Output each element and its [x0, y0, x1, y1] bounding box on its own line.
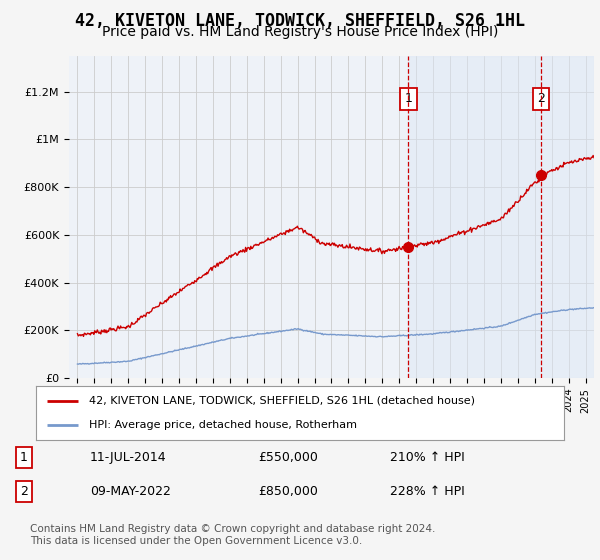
Text: 09-MAY-2022: 09-MAY-2022 — [90, 485, 171, 498]
Text: 210% ↑ HPI: 210% ↑ HPI — [390, 451, 465, 464]
Text: £550,000: £550,000 — [258, 451, 318, 464]
Text: Price paid vs. HM Land Registry's House Price Index (HPI): Price paid vs. HM Land Registry's House … — [102, 26, 498, 39]
Text: 228% ↑ HPI: 228% ↑ HPI — [390, 485, 465, 498]
Text: This data is licensed under the Open Government Licence v3.0.: This data is licensed under the Open Gov… — [30, 536, 362, 547]
Text: 2: 2 — [537, 92, 545, 105]
Text: Contains HM Land Registry data © Crown copyright and database right 2024.: Contains HM Land Registry data © Crown c… — [30, 524, 436, 534]
Text: 42, KIVETON LANE, TODWICK, SHEFFIELD, S26 1HL (detached house): 42, KIVETON LANE, TODWICK, SHEFFIELD, S2… — [89, 396, 475, 406]
Text: £850,000: £850,000 — [258, 485, 318, 498]
Text: 42, KIVETON LANE, TODWICK, SHEFFIELD, S26 1HL: 42, KIVETON LANE, TODWICK, SHEFFIELD, S2… — [75, 12, 525, 30]
Text: 1: 1 — [404, 92, 412, 105]
Text: HPI: Average price, detached house, Rotherham: HPI: Average price, detached house, Roth… — [89, 420, 357, 430]
Text: 2: 2 — [20, 485, 28, 498]
Text: 1: 1 — [20, 451, 28, 464]
Bar — [408, 56, 594, 378]
Text: 11-JUL-2014: 11-JUL-2014 — [90, 451, 167, 464]
